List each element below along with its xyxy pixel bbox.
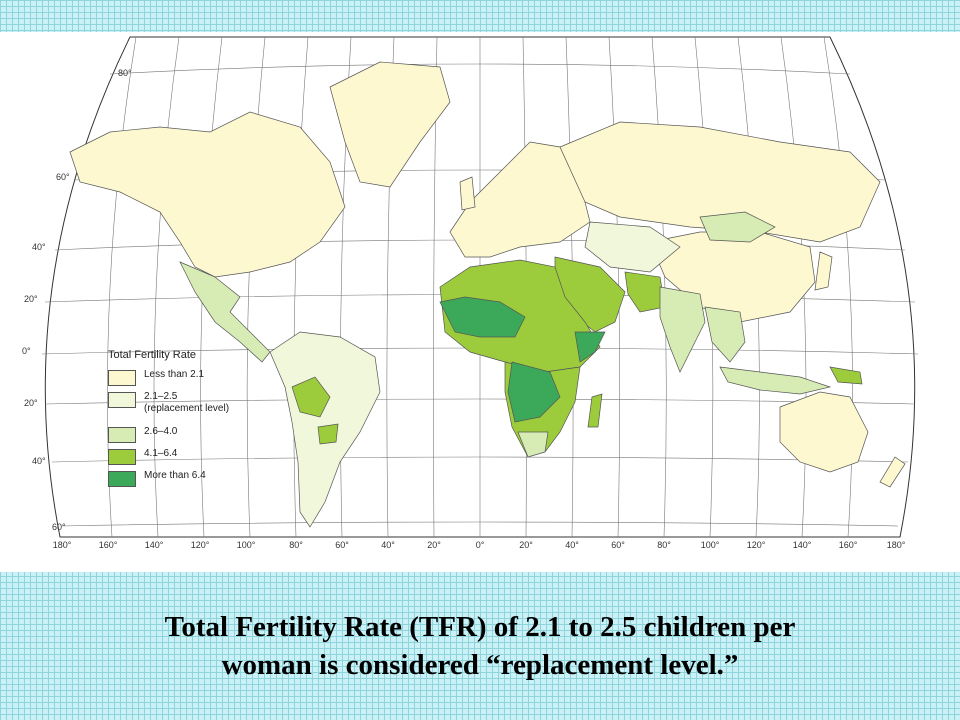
russia (559, 121, 881, 243)
map-graphic: 80° 60° 40° 20° 0° 20° 40° 60° 180° 160°… (22, 36, 919, 550)
lat-label-60s: 60° (52, 522, 66, 532)
legend-note: (replacement level) (144, 403, 230, 414)
lat-label-20n: 20° (24, 294, 38, 304)
africa-sahel-high (439, 296, 526, 338)
lon-label: 160° (99, 540, 118, 550)
australia (779, 391, 869, 473)
caption-line-2: woman is considered “replacement level.” (221, 649, 739, 681)
legend-swatch (108, 471, 136, 487)
south-africa (517, 431, 549, 458)
legend-label: More than 6.4 (144, 470, 206, 481)
lon-label: 120° (191, 540, 210, 550)
slide-caption: Total Fertility Rate (TFR) of 2.1 to 2.5… (0, 608, 960, 684)
lat-label-40s: 40° (32, 456, 46, 466)
lat-label-0: 0° (22, 346, 31, 356)
lon-label: 40° (565, 540, 579, 550)
continents (69, 61, 906, 528)
legend-label: 2.1–2.5 (144, 391, 178, 402)
latitude-labels: 80° 60° 40° 20° 0° 20° 40° 60° (22, 68, 132, 532)
lon-label: 160° (839, 540, 858, 550)
africa-central-high (507, 361, 561, 423)
papua-new-guinea (829, 366, 863, 385)
legend-item: Less than 2.1 (108, 369, 288, 386)
legend-swatch (108, 427, 136, 443)
lon-label: 80° (657, 540, 671, 550)
lat-label-80n: 80° (118, 68, 132, 78)
mongolia (699, 211, 776, 243)
legend-label: 2.6–4.0 (144, 426, 178, 437)
map-legend: Total Fertility Rate Less than 2.1 2.1–2… (108, 349, 288, 492)
lon-label: 100° (701, 540, 720, 550)
lat-label-40n: 40° (32, 242, 46, 252)
central-asia (584, 221, 681, 273)
lon-label: 20° (427, 540, 441, 550)
lon-label: 80° (289, 540, 303, 550)
legend-swatch (108, 449, 136, 465)
legend-item: 4.1–6.4 (108, 448, 288, 465)
southeast-asia (704, 306, 746, 363)
paraguay (317, 423, 339, 445)
lat-label-60n: 60° (56, 172, 70, 182)
lon-label: 0° (476, 540, 485, 550)
legend-item: More than 6.4 (108, 470, 288, 487)
lon-label: 140° (793, 540, 812, 550)
lon-label: 120° (747, 540, 766, 550)
legend-item: 2.6–4.0 (108, 426, 288, 443)
lon-label: 180° (887, 540, 906, 550)
legend-item: 2.1–2.5 (replacement level) (108, 391, 288, 415)
caption-line-1: Total Fertility Rate (TFR) of 2.1 to 2.5… (164, 611, 796, 643)
british-isles (459, 176, 476, 211)
new-zealand (879, 456, 906, 488)
south-asia (659, 286, 706, 373)
lon-label: 140° (145, 540, 164, 550)
lon-label: 40° (381, 540, 395, 550)
longitude-labels: 180° 160° 140° 120° 100° 80° 60° 40° 20°… (53, 540, 906, 550)
japan (814, 251, 833, 291)
lon-label: 100° (237, 540, 256, 550)
legend-title: Total Fertility Rate (108, 349, 197, 361)
lon-label: 180° (53, 540, 72, 550)
horn-of-africa (574, 331, 606, 363)
afghanistan-pakistan (624, 271, 666, 313)
legend-swatch (108, 370, 136, 386)
south-america-high-tfr (291, 376, 331, 418)
legend-swatch (108, 392, 136, 408)
lon-label: 20° (519, 540, 533, 550)
north-america (69, 111, 346, 278)
world-fertility-map: 80° 60° 40° 20° 0° 20° 40° 60° 180° 160°… (0, 32, 960, 572)
lon-label: 60° (335, 540, 349, 550)
indonesia (719, 366, 832, 395)
greenland (329, 61, 451, 188)
lon-label: 60° (611, 540, 625, 550)
legend-label: 4.1–6.4 (144, 448, 178, 459)
madagascar (587, 393, 603, 428)
lat-label-20s: 20° (24, 398, 38, 408)
legend-label: Less than 2.1 (144, 369, 205, 380)
